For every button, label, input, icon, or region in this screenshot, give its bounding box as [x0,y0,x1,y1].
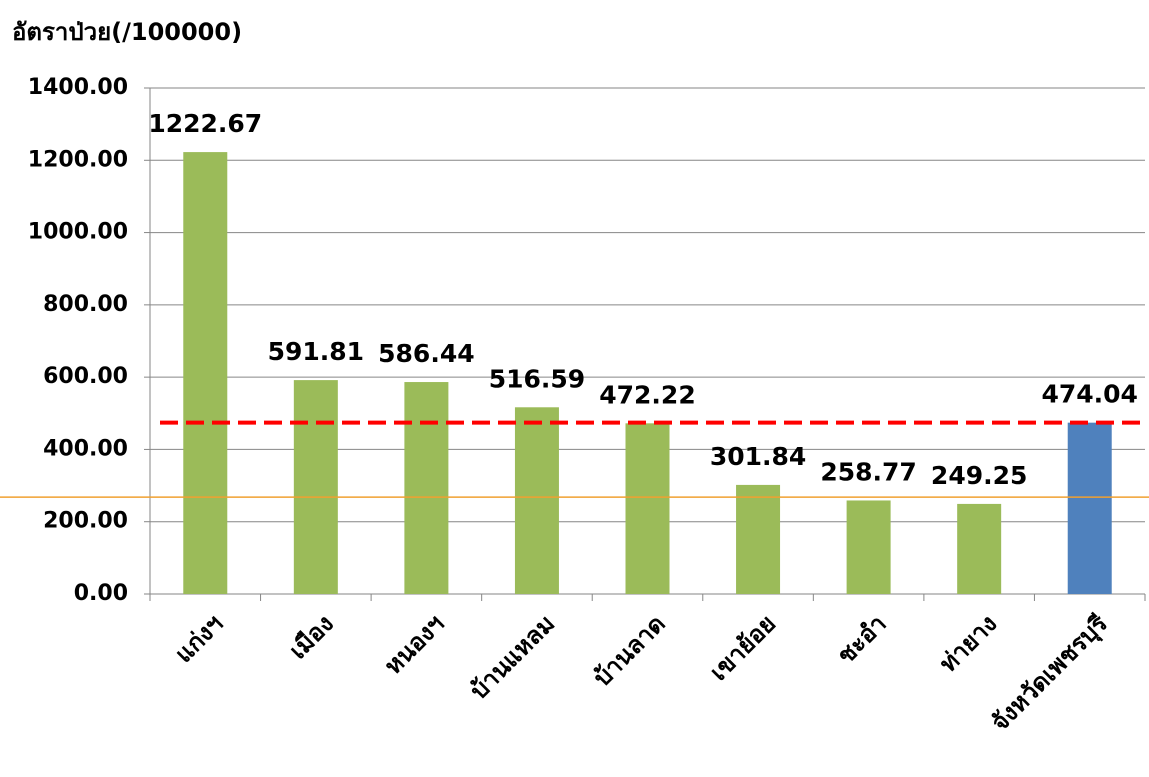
y-tick-label: 1200.00 [28,147,128,172]
y-tick-label: 200.00 [43,509,128,534]
bar [736,484,781,594]
bar [183,152,228,594]
x-tick-label: จังหวัดเพชรบุรี [986,609,1115,738]
bar [846,500,891,594]
y-axis-title: อัตราป่วย(/100000) [12,18,242,46]
x-tick-label: บ้านลาด [588,609,671,692]
bar [514,407,559,594]
x-tick-label: แก่งฯ [170,609,229,668]
y-tick-label: 1000.00 [28,220,128,245]
data-label: 258.77 [820,457,916,486]
y-tick-label: 600.00 [43,364,128,389]
data-label: 591.81 [268,337,364,366]
y-tick-label: 800.00 [43,292,128,317]
x-tick-label: ท่ายาง [934,609,1002,677]
data-label: 586.44 [378,339,474,368]
bar [1067,422,1112,594]
data-label: 1222.67 [148,109,262,138]
bar [625,423,670,594]
x-tick-label: ชะอำ [832,609,892,669]
x-tick-label: บ้านแหลม [465,609,560,704]
bar [404,382,449,594]
x-tick-label: เขาย้อย [704,609,781,686]
data-label: 516.59 [489,364,585,393]
data-label: 472.22 [599,380,695,409]
data-label: 249.25 [931,461,1027,490]
y-tick-label: 400.00 [43,436,128,461]
x-tick-label: เมือง [284,609,339,664]
bar [957,503,1002,594]
x-tick-label: หนองฯ [379,609,450,680]
y-tick-label: 0.00 [74,581,128,606]
data-label: 474.04 [1041,380,1137,409]
y-tick-label: 1400.00 [28,75,128,100]
data-label: 301.84 [710,442,806,471]
bar [293,380,338,594]
